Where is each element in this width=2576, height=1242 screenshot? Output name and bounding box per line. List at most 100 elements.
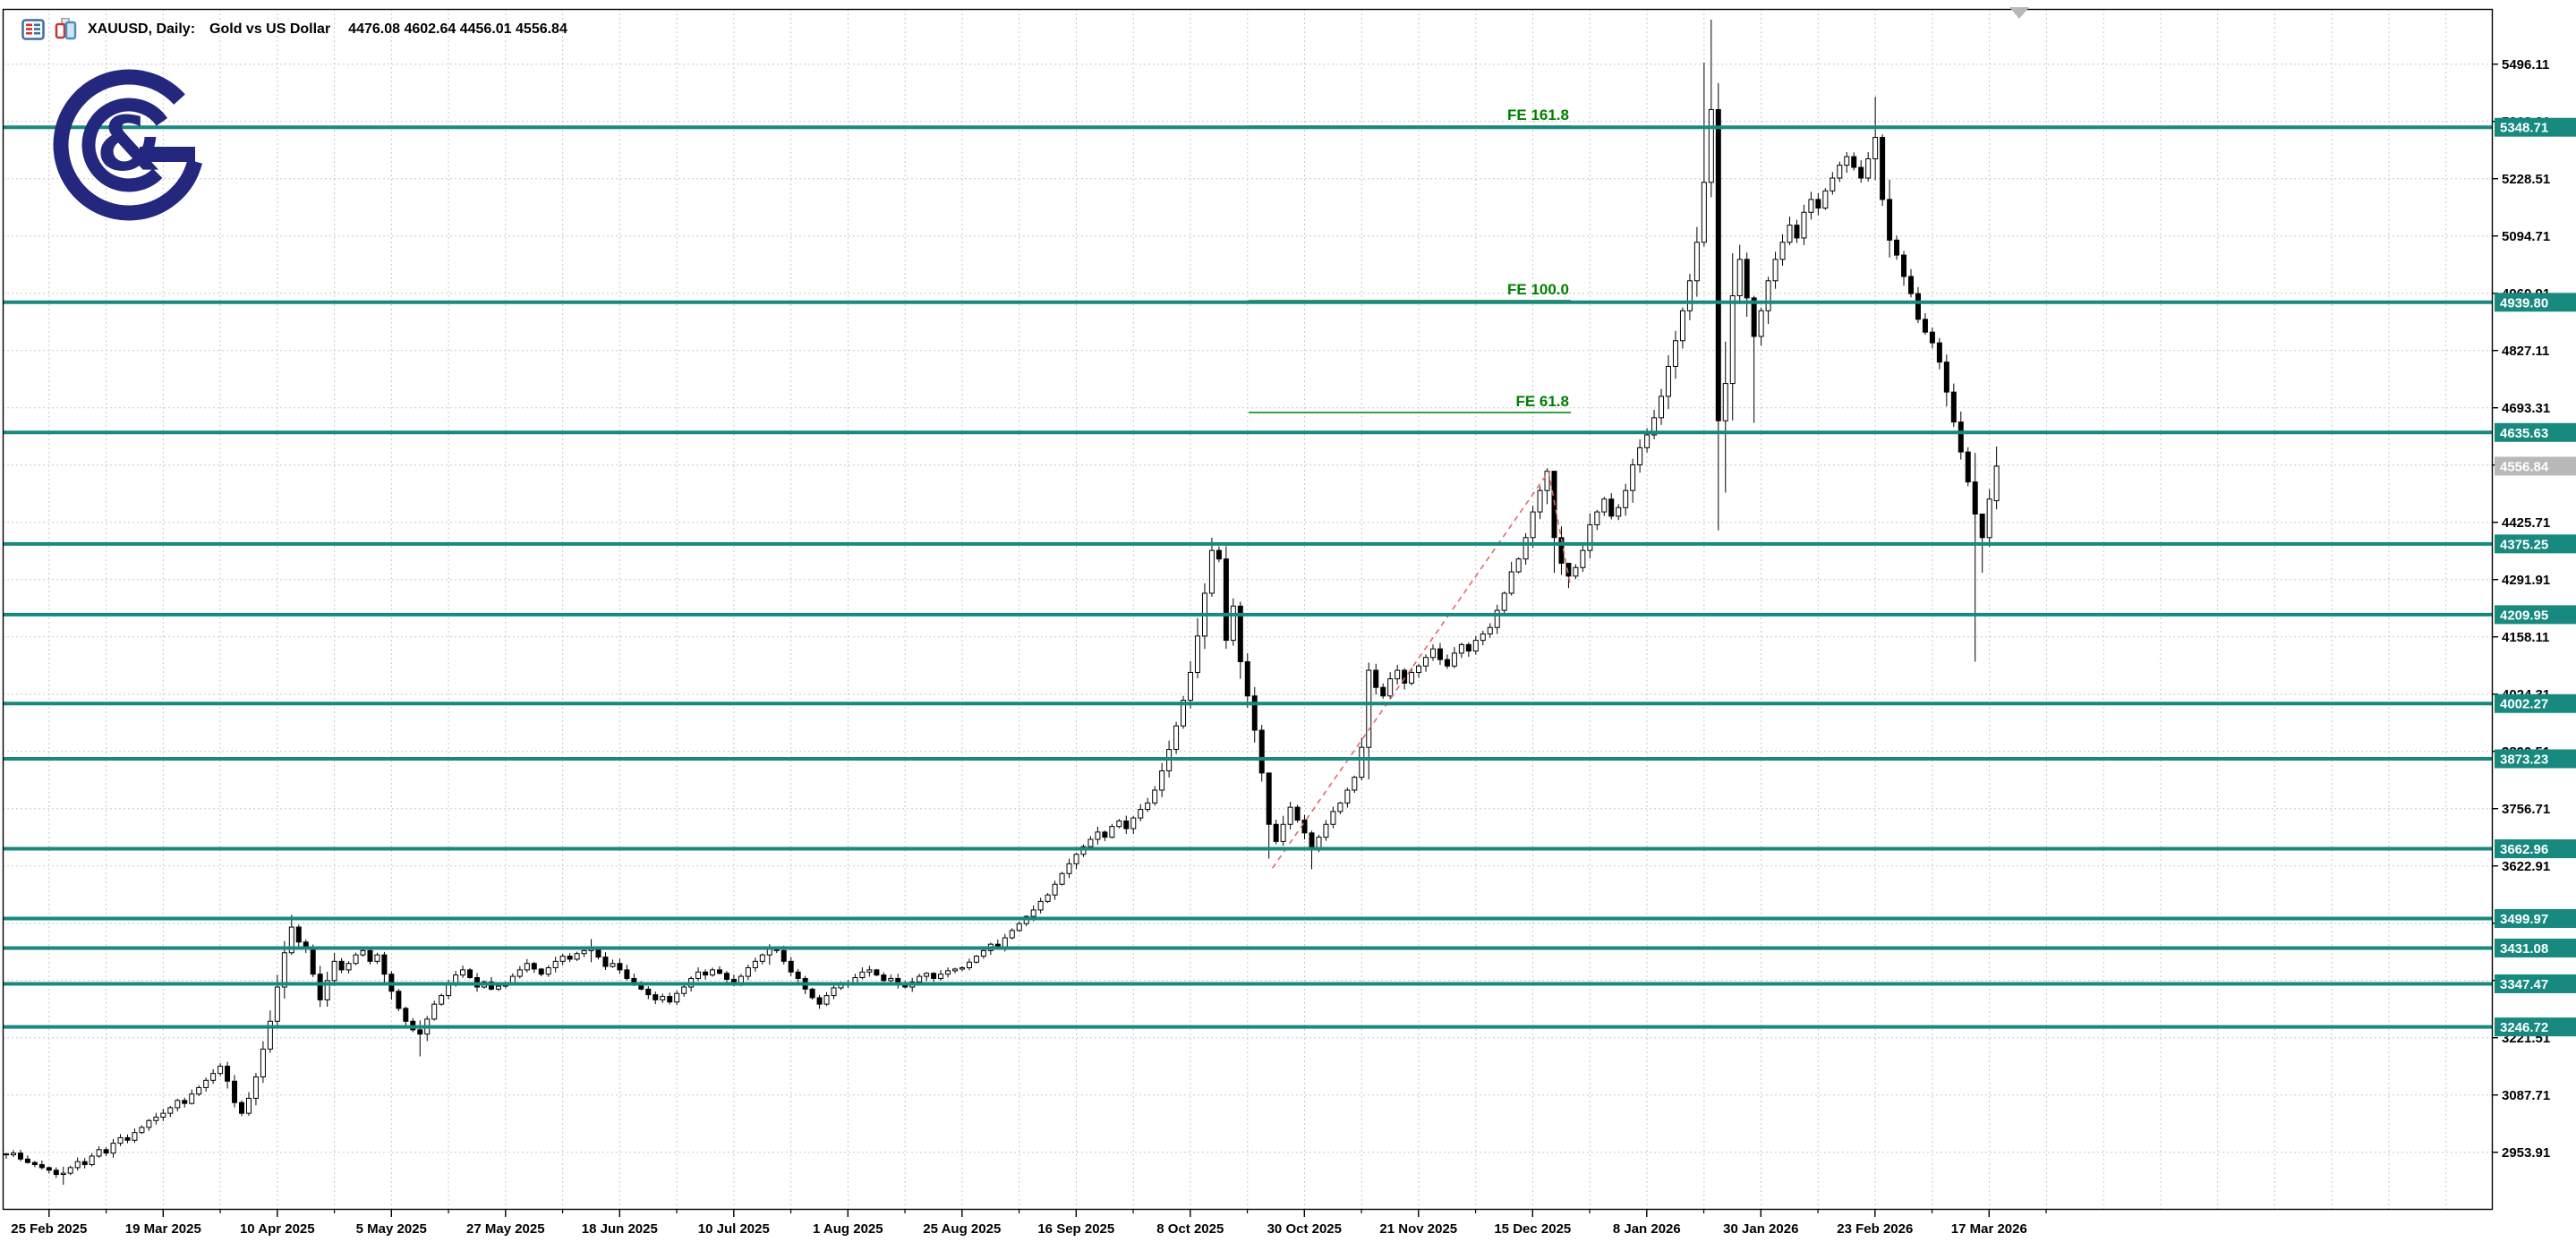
price-level-badges: 5348.71 4939.80 4635.63 4375.25 4209.95 4002.… (2495, 117, 2576, 1037)
level-badge-text: 3431.08 (2500, 941, 2548, 957)
candle-up (859, 971, 866, 979)
x-axis-date-label: 30 Jan 2026 (1723, 1221, 1798, 1237)
candle-down (816, 997, 823, 1005)
candle-up (1508, 571, 1514, 594)
candle-up (1145, 802, 1151, 811)
chart-titlebar: XAUUSD, Daily: Gold vs US Dollar 4476.08… (21, 18, 567, 41)
candle-up (1280, 823, 1286, 842)
candle-up (966, 961, 972, 969)
fibo-trendline[interactable] (1272, 470, 1571, 869)
candle-down (1901, 254, 1907, 277)
candle-down (225, 1066, 231, 1082)
candle-down (24, 1158, 30, 1163)
candle-down (1858, 166, 1864, 179)
candle-down (1894, 239, 1900, 256)
candle-down (1215, 549, 1222, 560)
candle-up (1337, 802, 1343, 812)
candle-up (1659, 396, 1665, 419)
candle-down (1744, 259, 1750, 299)
candle-up (1651, 417, 1658, 436)
candle-down (38, 1164, 45, 1169)
candle-up (132, 1132, 138, 1141)
candle-up (823, 995, 830, 1005)
x-axis-date-label: 27 May 2025 (466, 1221, 545, 1237)
candle-up (1387, 678, 1394, 697)
candle-down (103, 1149, 109, 1154)
candle-up (1116, 820, 1122, 828)
fibonacci-expansion-lines[interactable]: FE 161.8 FE 100.0 FE 61.8 (1249, 106, 1571, 413)
candle-up (710, 969, 716, 976)
candle-down (1922, 319, 1928, 333)
candle-up (660, 996, 666, 1000)
candle-up (752, 960, 758, 969)
candle-up (674, 992, 680, 1003)
candle-up (460, 969, 466, 976)
candle-up (1515, 558, 1522, 573)
candle-up (1830, 177, 1836, 191)
candle-down (1251, 695, 1258, 731)
candlestick-chart-icon (55, 18, 77, 40)
level-badge-bg (2495, 1017, 2576, 1037)
candle-down (881, 974, 887, 982)
candle-up (1701, 182, 1707, 243)
candle-up (559, 956, 566, 962)
candle-up (1416, 665, 1422, 673)
candle-down (538, 968, 544, 975)
candle-up (1173, 725, 1180, 751)
candle-up (1573, 566, 1579, 577)
candle-down (403, 1008, 409, 1022)
symbol-description-label: Gold vs US Dollar (209, 21, 331, 37)
candle-up (1544, 471, 1550, 491)
level-badge-bg (2495, 422, 2576, 442)
candle-up (1208, 549, 1215, 594)
candle-down (1943, 362, 1949, 393)
candle-up (852, 977, 858, 983)
x-axis[interactable]: 25 Feb 2025 19 Mar 2025 10 Apr 2025 5 May 2… (11, 1210, 2047, 1237)
candle-up (1059, 872, 1065, 885)
x-axis-date-label: 23 Feb 2026 (1837, 1221, 1913, 1237)
candle-up (374, 954, 380, 962)
logo-inner-g-arc (81, 98, 176, 192)
candle-up (495, 985, 501, 990)
candle-up (431, 1003, 438, 1020)
candle-down (81, 1161, 88, 1166)
candle-up (745, 967, 751, 977)
candle-up (980, 949, 986, 957)
candle-up (1009, 930, 1015, 939)
fibo-level-label: FE 100.0 (1507, 281, 1569, 298)
candle-down (1437, 648, 1443, 660)
candle-down (1373, 669, 1379, 688)
candle-down (1465, 643, 1471, 652)
candle-down (567, 956, 573, 960)
candle-down (1979, 513, 1985, 539)
candle-up (1686, 280, 1693, 311)
candle-up (189, 1093, 195, 1104)
candle-down (1223, 558, 1229, 642)
candle-down (1123, 820, 1130, 829)
candle-down (1309, 832, 1315, 849)
x-axis-date-label: 8 Oct 2025 (1156, 1221, 1224, 1237)
candlesticks[interactable] (4, 20, 2000, 1186)
candle-up (1359, 746, 1365, 778)
candle-down (396, 991, 402, 1009)
current-price-badge-bg (2495, 456, 2576, 476)
candle-up (1037, 900, 1044, 911)
candle-down (1965, 451, 1971, 483)
support-resistance-lines[interactable] (3, 125, 2493, 1029)
candle-up (210, 1073, 217, 1081)
candle-up (110, 1143, 116, 1154)
candle-up (924, 973, 930, 977)
candle-down (1715, 108, 1721, 421)
candle-up (1330, 811, 1336, 825)
candle-up (1758, 310, 1764, 337)
candle-down (653, 994, 659, 1000)
y-axis-tick-label: 4425.71 (2502, 515, 2550, 531)
candle-up (175, 1100, 181, 1109)
candle-up (1772, 259, 1778, 282)
level-badge-bg (2495, 839, 2576, 859)
y-axis-tick-label: 4827.11 (2502, 344, 2549, 359)
candle-up (288, 926, 294, 954)
y-axis-tick-label: 4291.91 (2502, 573, 2550, 588)
candle-down (124, 1136, 131, 1141)
